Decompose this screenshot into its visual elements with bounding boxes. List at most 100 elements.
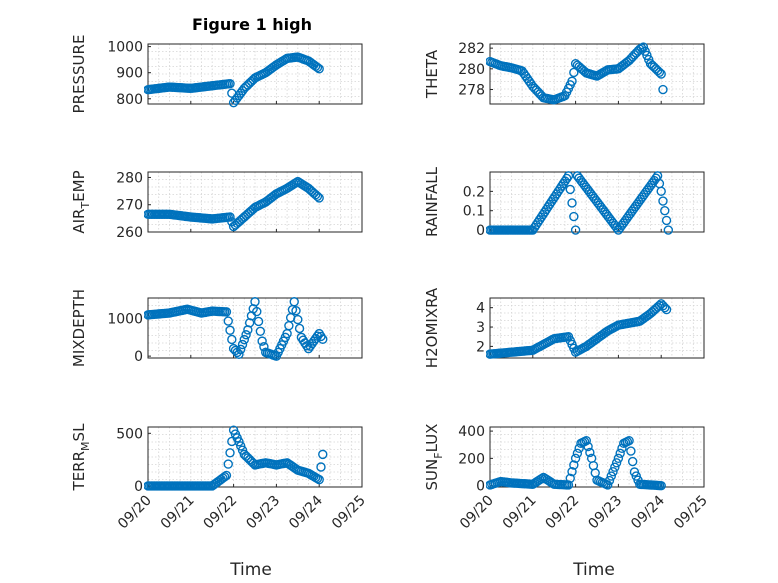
data-point [294,323,305,334]
y-tick-label: 280 [116,170,143,186]
y-axis-label: SUNFLUX [423,424,445,491]
y-tick-label: 4 [476,301,485,317]
data-point [656,186,666,197]
data-point [312,191,323,202]
data-point [569,460,579,470]
data-point [570,225,581,235]
data-point [225,78,235,89]
y-tick-label: 3 [476,320,485,336]
x-tick-label: 09/24 [628,492,668,532]
y-tick-label: 1000 [107,40,143,56]
data-point [610,462,620,472]
y-tick-label: 400 [458,424,485,440]
data-point [253,316,264,327]
data-point [239,334,250,345]
data-point [318,334,328,344]
data-point [583,441,593,452]
data-point [572,448,583,459]
y-tick-label: 1000 [107,312,143,328]
x-tick-label: 09/25 [329,493,369,533]
subplot-h2omixra: 2 3 4 H2OMIXRA [423,287,705,368]
data-point [236,441,246,451]
data-point [234,349,244,359]
data-point [221,470,232,481]
y-axis-label: H2OMIXRA [423,287,441,368]
data-point [255,326,266,336]
data-markers [486,435,666,491]
data-point [318,449,328,460]
data-point [661,304,672,315]
y-tick-label: 0.2 [463,184,485,200]
y-tick-label: 0.1 [463,204,485,220]
data-point [611,458,622,468]
subplot-pressure: 800 900 1000 PRESSURE [70,35,363,113]
axes-box [147,171,363,233]
y-tick-label: 200 [458,451,485,467]
y-axis-label: TERRMSL [70,423,92,492]
y-tick-label: 0 [476,223,485,239]
x-tick-label: 09/25 [671,493,711,533]
data-point [603,480,613,490]
data-point [221,307,232,317]
data-markers [486,299,672,359]
data-point [312,473,323,484]
data-point [654,67,665,77]
x-tick-label: 09/22 [201,493,241,533]
data-point [661,215,672,226]
y-axis-label: AIRTEMP [70,170,92,233]
data-point [604,475,615,486]
data-point [225,212,235,222]
subplot-theta: 278 280 282 THETA [423,41,705,105]
data-point [608,466,618,477]
x-tick-label: 09/22 [543,493,583,533]
data-point [626,446,636,456]
y-tick-label: 0 [134,349,143,365]
data-point [567,198,577,208]
data-point [606,471,616,481]
data-point [663,225,674,235]
subplot-rainfall: 0 0.1 0.2 RAINFALL [423,166,705,239]
data-point [291,305,301,316]
data-point [312,331,323,341]
data-point [565,473,575,484]
y-tick-label: 900 [116,66,143,82]
data-point [624,435,634,446]
data-point [658,196,668,206]
y-tick-label: 260 [116,225,143,241]
data-point [656,69,666,79]
data-point [656,480,666,491]
data-point [227,334,237,345]
x-tick-label: 09/23 [243,493,283,533]
data-point [660,206,670,216]
y-axis-label: RAINFALL [423,166,441,237]
data-point [237,339,248,350]
y-tick-label: 278 [458,83,485,99]
data-point [569,67,579,78]
data-point [562,173,572,184]
axes-box [147,43,363,105]
data-point [314,64,324,74]
axes-box [147,426,363,488]
data-point [252,306,262,317]
data-point [660,302,670,313]
y-tick-label: 2 [476,339,485,355]
axes-box [489,171,705,233]
data-point [250,297,260,307]
data-markers [144,52,324,108]
figure-title: Figure 1 high [192,15,312,34]
data-point [654,300,665,311]
data-point [570,453,581,464]
data-point [219,472,230,482]
data-point [223,459,233,469]
data-markers [144,297,328,361]
y-tick-label: 800 [116,92,143,108]
data-point [627,456,638,467]
subplot-sun-flux: 0 200 400 09/20 09/21 09/22 09/23 09/24 09/25 SUN… [423,424,711,533]
data-point [236,344,246,355]
data-point [225,448,235,458]
data-point [581,435,591,446]
x-tick-label: 09/20 [115,493,155,533]
y-tick-label: 270 [116,198,143,214]
y-tick-label: 500 [116,426,143,442]
y-axis-label: THETA [423,49,441,99]
